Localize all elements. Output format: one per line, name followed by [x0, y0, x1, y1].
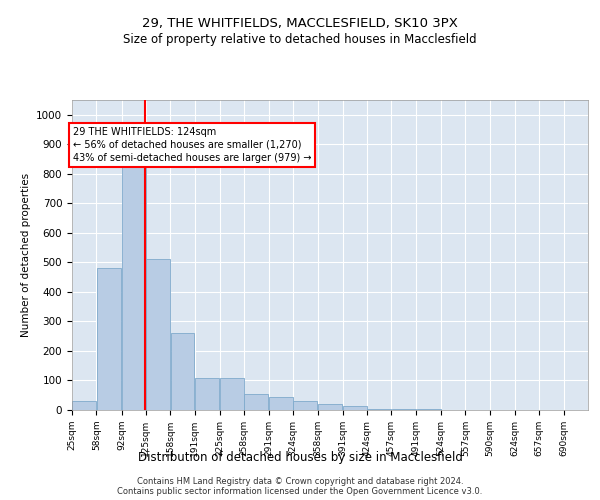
Bar	[122, 165, 146, 410]
Bar	[319, 404, 343, 410]
Bar	[392, 409, 416, 410]
Bar	[72, 401, 96, 410]
Text: Contains HM Land Registry data © Crown copyright and database right 2024.: Contains HM Land Registry data © Crown c…	[137, 477, 463, 486]
Bar	[343, 406, 367, 410]
Y-axis label: Number of detached properties: Number of detached properties	[20, 173, 31, 337]
Text: Size of property relative to detached houses in Macclesfield: Size of property relative to detached ho…	[123, 32, 477, 46]
Bar	[417, 409, 440, 410]
Bar	[195, 378, 219, 410]
Bar	[367, 408, 391, 410]
Text: Distribution of detached houses by size in Macclesfield: Distribution of detached houses by size …	[137, 451, 463, 464]
Text: Contains public sector information licensed under the Open Government Licence v3: Contains public sector information licen…	[118, 487, 482, 496]
Bar	[97, 268, 121, 410]
Text: 29 THE WHITFIELDS: 124sqm
← 56% of detached houses are smaller (1,270)
43% of se: 29 THE WHITFIELDS: 124sqm ← 56% of detac…	[73, 126, 311, 163]
Bar	[269, 396, 293, 410]
Text: 29, THE WHITFIELDS, MACCLESFIELD, SK10 3PX: 29, THE WHITFIELDS, MACCLESFIELD, SK10 3…	[142, 18, 458, 30]
Bar	[170, 333, 194, 410]
Bar	[146, 260, 170, 410]
Bar	[244, 394, 268, 410]
Bar	[293, 400, 317, 410]
Bar	[220, 378, 244, 410]
